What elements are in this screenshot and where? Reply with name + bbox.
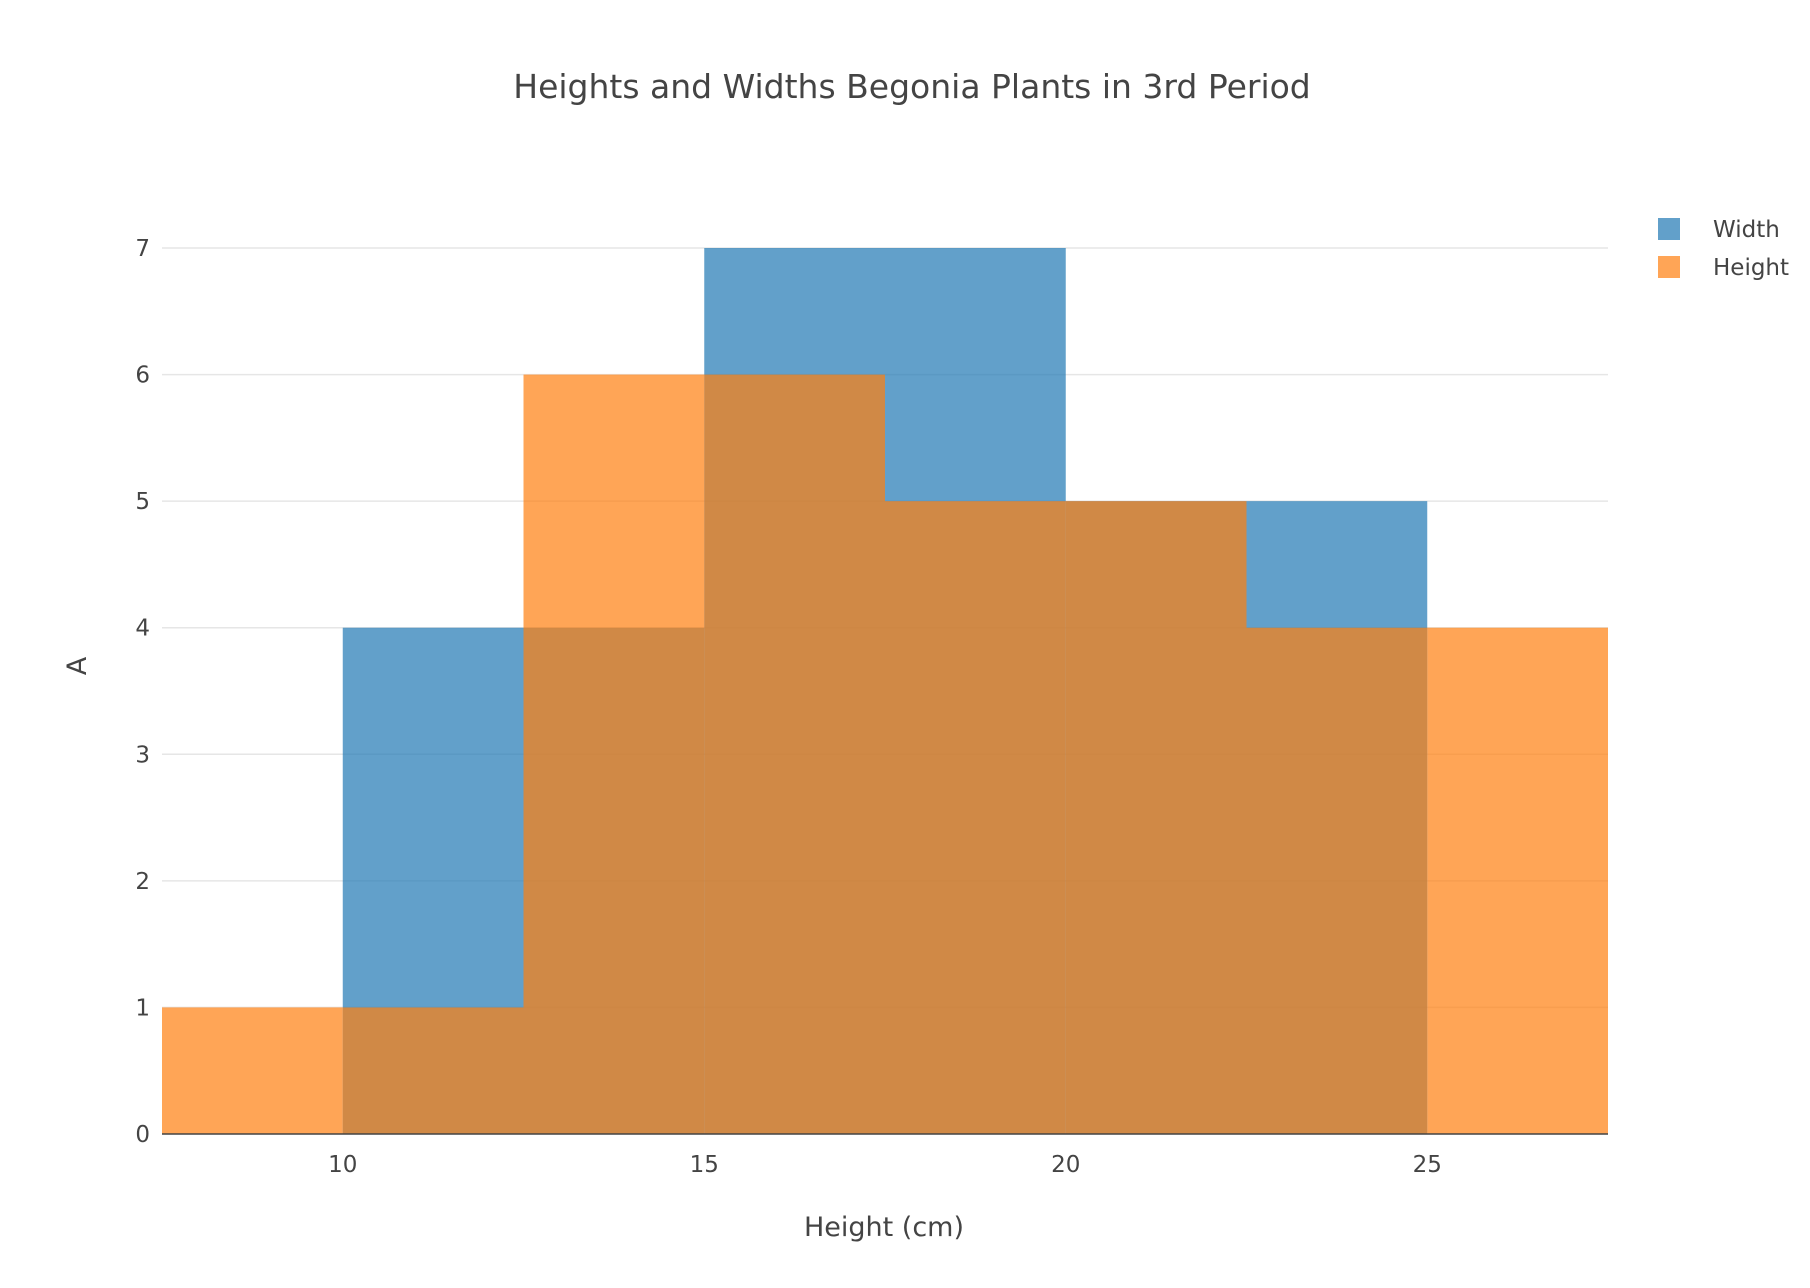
bar-height (1246, 627, 1428, 1134)
y-tick-label: 4 (135, 616, 150, 642)
x-tick-label: 20 (1051, 1152, 1080, 1178)
bars (162, 248, 1608, 1135)
chart-title: Heights and Widths Begonia Plants in 3rd… (513, 67, 1311, 106)
legend: Width Height (1658, 217, 1789, 281)
y-tick-label: 7 (135, 236, 150, 262)
bar-height (885, 501, 1066, 1135)
bar-height (523, 374, 705, 1135)
bar-height (704, 374, 885, 1135)
legend-swatch-width[interactable] (1658, 218, 1680, 240)
y-tick-label: 6 (135, 363, 150, 389)
bar-height (1065, 501, 1247, 1135)
y-tick-label: 3 (135, 742, 150, 768)
x-tick-label: 10 (328, 1152, 357, 1178)
y-tick-label: 2 (135, 869, 150, 895)
y-tick-label: 5 (135, 489, 150, 515)
y-tick-label: 0 (135, 1122, 150, 1148)
bar-height (1427, 627, 1608, 1134)
axes: 0 1 2 3 4 5 6 7 10 15 20 25 (135, 236, 1608, 1178)
x-tick-label: 25 (1413, 1152, 1442, 1178)
y-axis-title: A (62, 656, 93, 675)
y-tick-label: 1 (135, 995, 150, 1021)
legend-label-height[interactable]: Height (1713, 255, 1789, 281)
legend-swatch-height[interactable] (1658, 256, 1680, 278)
x-axis-title: Height (cm) (804, 1212, 964, 1243)
bar-height (162, 1007, 343, 1134)
x-tick-label: 15 (690, 1152, 719, 1178)
bar-height (342, 1007, 524, 1134)
legend-label-width[interactable]: Width (1713, 217, 1780, 243)
